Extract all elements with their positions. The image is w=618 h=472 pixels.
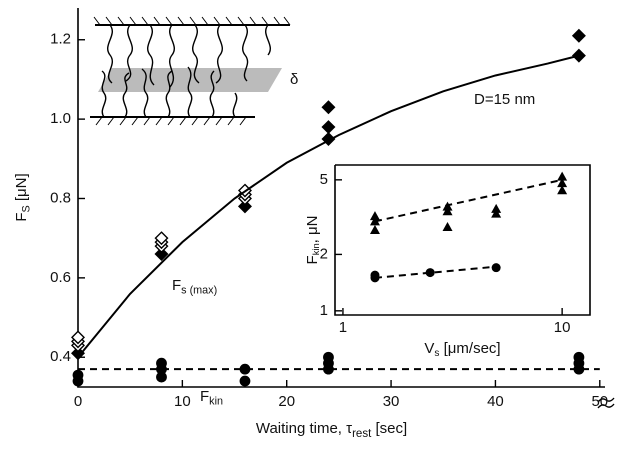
x-tick-label: 1 — [339, 319, 347, 336]
x-tick-label: 30 — [383, 393, 400, 410]
x-axis-label-part: Waiting time, τ — [256, 420, 352, 437]
x-tick-label: 0 — [74, 393, 82, 410]
x-axis-label-part: s — [434, 348, 439, 359]
axis-frame — [334, 164, 591, 316]
fit-line — [77, 54, 580, 358]
point — [71, 330, 85, 345]
y-tick-label: 1.2 — [50, 31, 71, 48]
axis-break — [597, 397, 615, 409]
y-axis-label-part: , μN — [304, 216, 321, 244]
point — [321, 100, 336, 115]
x-axis-label: Waiting time, τrest [sec] — [256, 420, 407, 440]
fit-line — [374, 265, 497, 279]
point — [571, 28, 586, 43]
y-tick-label: 0.6 — [50, 269, 71, 286]
annotation-part: D=15 nm — [474, 91, 535, 108]
x-axis-label-part: V — [424, 340, 434, 357]
y-tick-label: 0.4 — [50, 348, 71, 365]
y-axis-label: FS [μN] — [13, 173, 32, 221]
point — [154, 231, 169, 246]
y-tick-label: 0.8 — [50, 189, 71, 206]
x-tick-label: 10 — [174, 393, 191, 410]
x-tick-label: 50 — [591, 393, 608, 410]
x-axis-label-part: rest — [352, 428, 372, 440]
point — [321, 120, 336, 135]
point — [425, 268, 435, 278]
point — [321, 131, 336, 146]
y-tick-label: 1 — [320, 302, 328, 319]
point — [156, 357, 167, 369]
x-tick-label: 10 — [554, 319, 571, 336]
annotation-part: F — [200, 388, 209, 405]
point — [442, 206, 453, 216]
annotation-part: kin — [209, 395, 223, 407]
point — [237, 199, 252, 214]
annotation-part: s (max) — [181, 284, 217, 296]
y-axis-label-part: F — [13, 213, 30, 222]
y-axis-label-part: kin — [311, 243, 321, 255]
y-axis-label-part: [μN] — [13, 173, 30, 205]
point — [72, 369, 84, 381]
annotation: Fkin — [200, 388, 223, 407]
point — [557, 171, 568, 181]
x-tick-label: 40 — [487, 393, 504, 410]
point — [323, 351, 334, 363]
inset-background — [335, 165, 590, 315]
x-axis-label: Vs [μm/sec] — [424, 340, 500, 359]
y-axis-label: Fkin, μN — [304, 216, 321, 265]
point — [557, 185, 568, 195]
annotation-part: δ — [290, 71, 298, 88]
annotation-part: F — [172, 277, 181, 294]
fit-line — [374, 178, 563, 223]
point — [156, 371, 167, 383]
point — [239, 375, 251, 387]
point — [154, 247, 169, 262]
point — [573, 351, 585, 363]
y-tick-label: 1.0 — [50, 110, 71, 127]
schematic — [90, 16, 291, 126]
y-tick-label: 5 — [320, 171, 328, 188]
annotation: D=15 nm — [474, 91, 535, 108]
x-axis-label-part: [μm/sec] — [439, 340, 500, 357]
point — [369, 224, 380, 234]
y-tick-label: 2 — [320, 245, 328, 262]
x-axis-label-part: [sec] — [371, 420, 407, 437]
point — [442, 222, 453, 232]
point — [369, 211, 380, 221]
annotation: δ — [290, 71, 298, 88]
x-tick-label: 20 — [278, 393, 295, 410]
point — [491, 203, 502, 213]
y-axis-label-part: F — [304, 255, 321, 264]
point — [571, 48, 586, 63]
point — [239, 363, 251, 375]
point — [491, 208, 502, 218]
annotation: Fs (max) — [172, 277, 217, 296]
y-axis-label-part: S — [20, 205, 32, 212]
point — [557, 178, 568, 188]
